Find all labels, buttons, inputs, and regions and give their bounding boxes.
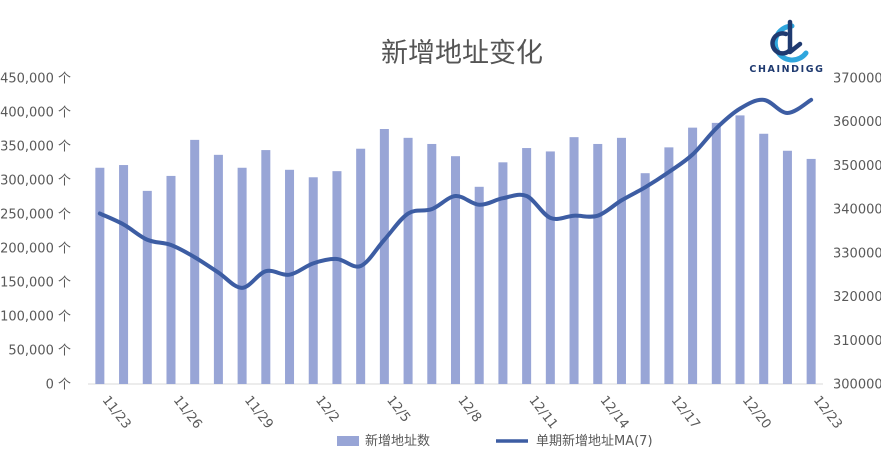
x-tick-label: 11/23: [99, 393, 134, 432]
chaindigg-logo: CHAINDIGG: [749, 19, 824, 75]
x-tick-label: 11/29: [241, 393, 276, 432]
y-right-tick-label: 360000: [833, 115, 881, 130]
bar: [379, 129, 389, 384]
bar: [403, 137, 413, 384]
bar: [569, 137, 579, 384]
bar: [285, 169, 295, 384]
bar: [427, 143, 437, 384]
x-tick-label: 12/11: [525, 393, 560, 432]
y-left-tick-label: 150,000 个: [0, 276, 71, 291]
logo-mark-inner: [770, 31, 793, 56]
bar: [640, 173, 650, 384]
bar: [498, 162, 508, 384]
legend-swatch-bar: [337, 436, 359, 446]
chart-title: 新增地址变化: [381, 38, 543, 69]
bar: [213, 154, 223, 384]
bar: [166, 175, 176, 384]
bar: [688, 127, 698, 384]
x-tick-label: 12/14: [597, 393, 632, 432]
logo-text: CHAINDIGG: [749, 64, 824, 75]
legend-label-bar: 新增地址数: [365, 433, 430, 449]
y-right-tick-label: 340000: [833, 203, 881, 218]
y-right-tick-label: 320000: [833, 290, 881, 305]
y-left-tick-label: 350,000 个: [0, 140, 71, 155]
y-left-tick-label: 450,000 个: [0, 72, 71, 87]
bar-series: [95, 115, 816, 385]
legend-label-line: 单期新增地址MA(7): [536, 433, 653, 449]
y-left-tick-label: 100,000 个: [0, 310, 71, 325]
bar: [759, 133, 769, 384]
bar: [119, 165, 129, 384]
x-axis: 11/23 11/26 11/29 12/2 12/5 12/8 12/11 12/14 12/…: [99, 393, 845, 432]
bar: [261, 150, 271, 384]
bar: [142, 190, 152, 384]
bar: [616, 137, 626, 384]
bar: [237, 167, 247, 384]
x-tick-label: 12/8: [454, 393, 484, 425]
bar: [332, 171, 342, 384]
bar: [545, 151, 555, 384]
bar: [450, 156, 461, 384]
y-right-tick-label: 330000: [833, 246, 881, 261]
bar: [735, 115, 745, 385]
x-tick-label: 11/26: [170, 393, 205, 432]
x-tick-label: 12/5: [383, 393, 413, 425]
ma-line-series: [97, 97, 814, 290]
x-tick-label: 12/2: [312, 393, 342, 425]
right-axis: 300000 310000 320000 330000 340000 350000 3600…: [833, 72, 881, 393]
y-right-tick-label: 310000: [833, 334, 881, 349]
y-right-tick-label: 370000: [833, 72, 881, 87]
y-left-tick-label: 300,000 个: [0, 174, 71, 189]
bar: [308, 177, 318, 384]
bar: [95, 167, 105, 384]
y-left-tick-label: 400,000 个: [0, 106, 71, 121]
bar: [806, 158, 816, 384]
bar: [190, 139, 200, 384]
y-left-tick-label: 200,000 个: [0, 242, 71, 257]
x-tick-label: 12/17: [668, 393, 703, 432]
bar: [522, 148, 532, 384]
x-tick-label: 12/20: [739, 393, 774, 432]
legend: 新增地址数 单期新增地址MA(7): [337, 433, 653, 449]
y-left-tick-label: 50,000 个: [8, 344, 71, 359]
logo-mark-d: [787, 19, 803, 55]
y-right-tick-label: 350000: [833, 159, 881, 174]
bar: [664, 147, 674, 384]
left-axis: 0 个 50,000 个 100,000 个 150,000 个 200,000 个 25…: [0, 72, 71, 393]
bar: [593, 143, 603, 384]
y-left-tick-label: 0 个: [46, 378, 71, 393]
x-tick-label: 12/23: [810, 393, 845, 432]
y-left-tick-label: 250,000 个: [0, 208, 71, 223]
bar: [711, 122, 721, 384]
y-right-tick-label: 300000: [833, 378, 881, 393]
bar: [782, 150, 792, 384]
bar: [474, 186, 484, 384]
